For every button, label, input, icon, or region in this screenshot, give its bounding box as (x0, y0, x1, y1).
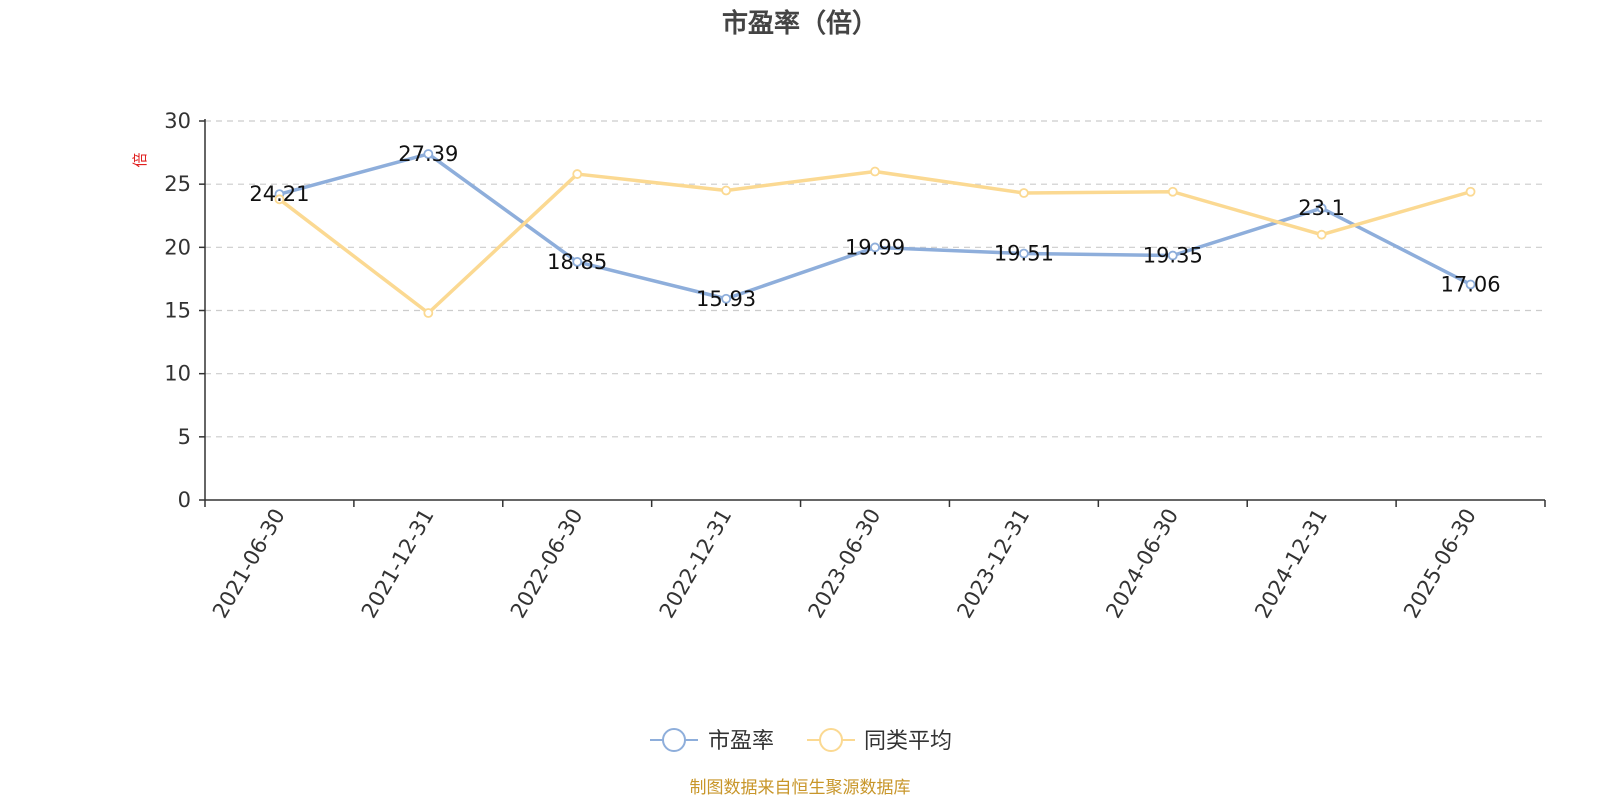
legend-item[interactable]: 市盈率 (650, 728, 774, 754)
series-point (423, 308, 434, 318)
legend-marker (819, 728, 843, 752)
legend-label: 同类平均 (864, 729, 952, 754)
series-layer (274, 149, 1476, 318)
data-label: 19.35 (1143, 244, 1203, 268)
legend-item[interactable]: 同类平均 (807, 728, 952, 754)
x-tick-label: 2023-12-31 (952, 505, 1034, 623)
y-tick-label: 0 (178, 488, 191, 512)
chart-title: 市盈率（倍） (722, 8, 878, 39)
series-point (1018, 188, 1029, 198)
legend-marker (662, 728, 686, 752)
y-tick-label: 5 (178, 425, 191, 449)
series-point (721, 185, 732, 196)
source-note: 制图数据来自恒生聚源数据库 (690, 778, 911, 798)
axes: 0 5 10 15 20 25 30 2021-06-30 2021-12-31 2022-06-… (164, 109, 1546, 623)
x-tick-label: 2024-12-31 (1250, 505, 1332, 623)
data-label: 18.85 (547, 250, 607, 274)
y-tick-label: 25 (164, 172, 191, 196)
data-label: 19.99 (845, 235, 905, 259)
series-point (1167, 186, 1178, 197)
series-point (1316, 229, 1327, 240)
x-tick-label: 2022-06-30 (506, 505, 588, 623)
x-tick-label: 2023-06-30 (804, 505, 886, 623)
data-label: 19.51 (994, 242, 1054, 266)
grid-lines (205, 120, 1545, 438)
y-tick-label: 10 (164, 362, 191, 386)
series-point (1316, 203, 1327, 214)
series-point (870, 242, 880, 253)
data-label: 15.93 (696, 287, 756, 311)
x-tick-label: 2025-06-30 (1399, 505, 1481, 623)
y-tick-label: 30 (164, 109, 191, 133)
series-point (721, 293, 732, 304)
series-point (1018, 248, 1029, 259)
series-point (274, 194, 285, 205)
data-label: 23.1 (1298, 196, 1345, 220)
legend-label: 市盈率 (708, 729, 774, 754)
x-tick-label: 2021-06-30 (208, 505, 290, 623)
data-label: 27.39 (398, 142, 458, 166)
y-tick-label: 15 (164, 299, 191, 323)
series-point (423, 149, 434, 159)
series-point (870, 166, 880, 177)
x-tick-label: 2024-06-30 (1101, 505, 1183, 623)
series-point (572, 169, 583, 179)
series-point (1465, 279, 1476, 290)
series-point (1465, 186, 1476, 197)
series-point (1167, 250, 1178, 261)
x-tick-label: 2021-12-31 (357, 505, 439, 623)
x-tick-label: 2022-12-31 (655, 505, 737, 623)
y-tick-label: 20 (164, 235, 191, 259)
legend[interactable]: 市盈率 同类平均 (650, 728, 952, 754)
series-point (572, 256, 583, 267)
data-label: 17.06 (1440, 272, 1500, 296)
data-labels: 24.21 27.39 18.85 15.93 19.99 19.51 19.35 23.1 1… (249, 142, 1500, 311)
y-axis-label: 倍 (131, 152, 149, 167)
data-label: 24.21 (249, 182, 309, 206)
